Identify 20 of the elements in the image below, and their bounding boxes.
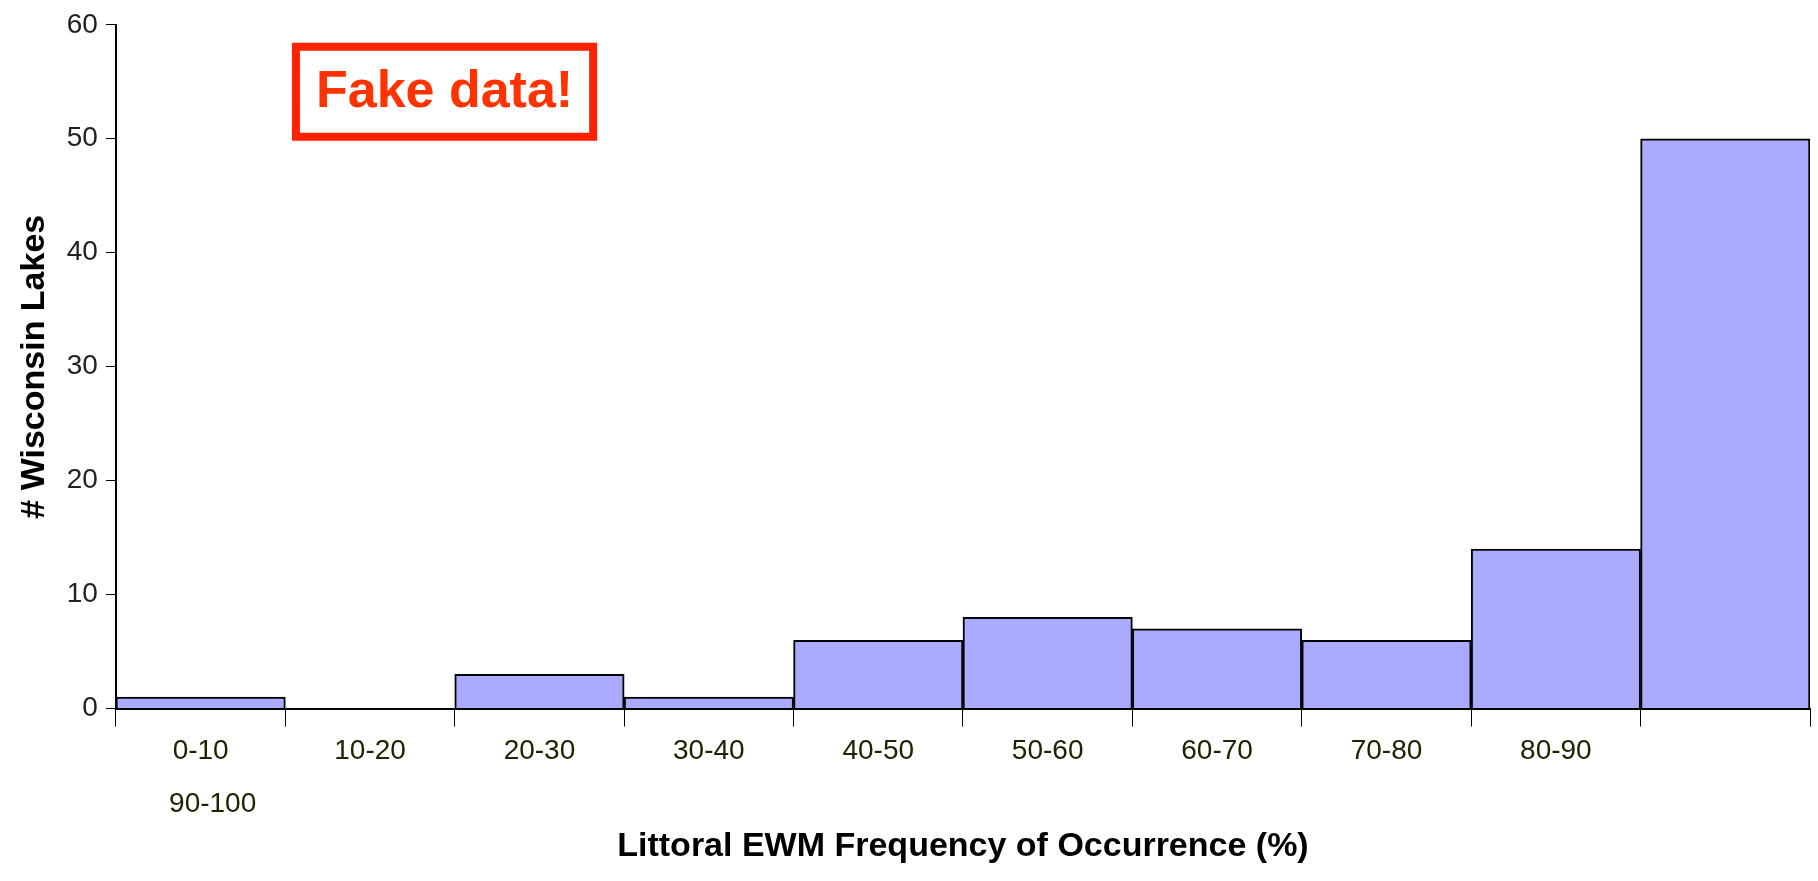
x-tick-label: 20-30 [503,734,576,766]
x-tick-label: 70-80 [1350,734,1423,766]
y-tick-label: 40 [66,235,98,267]
x-tick-label: 30-40 [673,734,745,766]
x-axis-title: Littoral EWM Frequency of Occurrence (%) [617,824,1309,863]
y-tick-label: 20 [66,463,98,495]
x-tick-label: 80-90 [1520,734,1592,766]
x-tick-label: 10-20 [334,734,406,766]
x-tick-label: 40-50 [842,734,915,766]
y-tick-label: 50 [66,121,98,153]
y-tick-label: 30 [66,349,98,381]
y-tick-label: 0 [82,691,98,723]
y-axis-title: # Wisconsin Lakes [12,214,51,519]
x-tick-label: 50-60 [1011,734,1084,766]
text: 90-100 [169,787,257,819]
y-tick-label: 10 [66,577,98,609]
x-tick-label: 60-70 [1181,734,1253,766]
x-tick-label: 0-10 [172,734,229,766]
y-tick-label: 60 [66,7,98,39]
annotation: Fake data! [315,60,574,119]
